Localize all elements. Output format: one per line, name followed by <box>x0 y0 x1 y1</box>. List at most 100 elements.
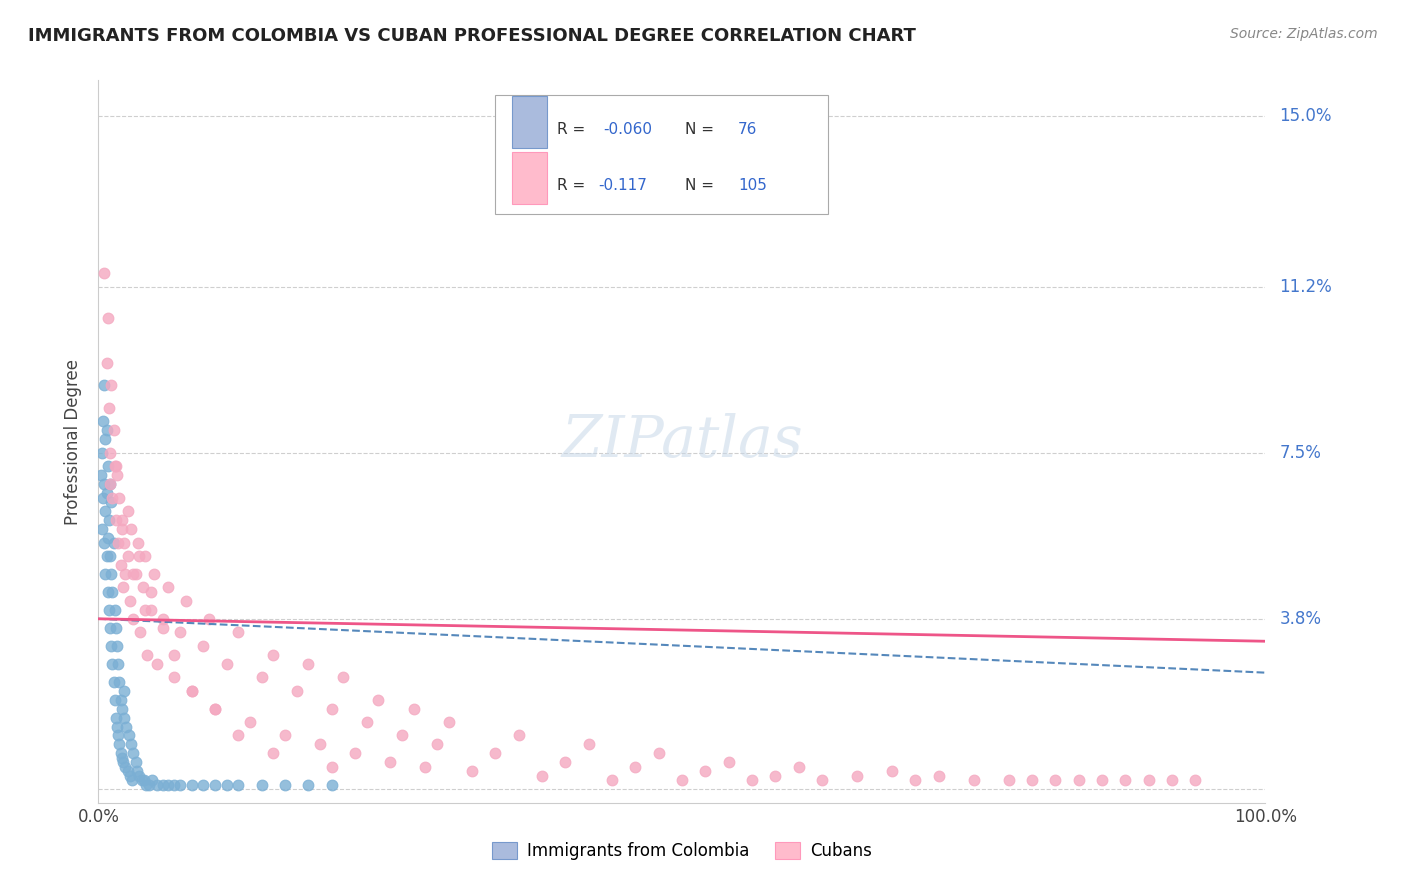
Point <box>104 513 127 527</box>
Point <box>741 773 763 788</box>
Point <box>103 535 125 549</box>
Point <box>285 683 308 698</box>
Text: 3.8%: 3.8% <box>1279 610 1322 628</box>
Point <box>112 683 135 698</box>
Point <box>1021 773 1043 788</box>
Point <box>104 710 127 724</box>
Point <box>274 778 297 792</box>
Point <box>101 585 124 599</box>
Point <box>98 446 121 460</box>
Point <box>96 423 118 437</box>
Point <box>97 513 120 527</box>
FancyBboxPatch shape <box>512 96 547 148</box>
Point <box>193 639 215 653</box>
Point <box>110 747 132 761</box>
Point <box>100 495 122 509</box>
Point <box>111 756 134 770</box>
Point <box>131 773 153 788</box>
Point <box>125 756 148 770</box>
Point <box>97 311 120 326</box>
Text: 76: 76 <box>738 122 758 137</box>
Point <box>1067 773 1090 788</box>
Point <box>152 612 174 626</box>
Point <box>122 566 145 581</box>
Point <box>121 773 143 788</box>
Point <box>228 729 250 743</box>
Point <box>104 603 127 617</box>
Point <box>90 446 112 460</box>
Point <box>114 566 136 581</box>
Point <box>117 549 139 563</box>
Point <box>100 566 122 581</box>
Point <box>100 378 122 392</box>
Point <box>530 769 553 783</box>
Point <box>118 769 141 783</box>
Point <box>91 491 114 505</box>
Point <box>215 778 238 792</box>
Point <box>600 773 623 788</box>
Point <box>1045 773 1067 788</box>
Point <box>127 535 149 549</box>
Point <box>1091 773 1114 788</box>
Point <box>1137 773 1160 788</box>
Point <box>204 701 226 715</box>
Point <box>122 612 145 626</box>
Point <box>112 710 135 724</box>
Point <box>104 621 127 635</box>
Point <box>787 760 810 774</box>
Point <box>157 581 180 595</box>
Point <box>98 621 121 635</box>
Point <box>100 639 122 653</box>
Point <box>262 648 284 662</box>
Point <box>105 719 128 733</box>
Point <box>132 581 155 595</box>
Text: -0.117: -0.117 <box>598 178 647 194</box>
Point <box>94 504 117 518</box>
Point <box>356 714 378 729</box>
Legend: Immigrants from Colombia, Cubans: Immigrants from Colombia, Cubans <box>485 835 879 867</box>
Point <box>120 738 142 752</box>
Point <box>332 670 354 684</box>
Point <box>93 535 115 549</box>
Point <box>122 747 145 761</box>
Point <box>811 773 834 788</box>
Text: R =: R = <box>557 178 591 194</box>
Point <box>1161 773 1184 788</box>
Point <box>146 778 169 792</box>
Point <box>1114 773 1136 788</box>
Text: R =: R = <box>557 122 591 137</box>
Point <box>152 621 174 635</box>
Point <box>250 670 273 684</box>
Point <box>93 378 115 392</box>
Point <box>110 692 132 706</box>
Y-axis label: Professional Degree: Professional Degree <box>65 359 83 524</box>
Point <box>97 603 120 617</box>
Point <box>380 756 402 770</box>
Point <box>198 612 221 626</box>
Point <box>962 773 984 788</box>
Point <box>163 648 186 662</box>
Point <box>104 459 127 474</box>
Point <box>157 778 180 792</box>
Point <box>125 764 148 779</box>
Point <box>108 674 131 689</box>
Point <box>90 468 112 483</box>
Point <box>250 778 273 792</box>
Point <box>117 504 139 518</box>
Point <box>101 657 124 671</box>
Point <box>426 738 449 752</box>
Point <box>93 477 115 491</box>
Text: Source: ZipAtlas.com: Source: ZipAtlas.com <box>1230 27 1378 41</box>
Point <box>107 657 129 671</box>
Point <box>152 778 174 792</box>
Point <box>143 566 166 581</box>
Point <box>128 549 150 563</box>
Point <box>297 657 319 671</box>
Point <box>107 729 129 743</box>
Point <box>997 773 1019 788</box>
Point <box>180 683 202 698</box>
Point <box>128 769 150 783</box>
Point <box>413 760 436 774</box>
Text: 15.0%: 15.0% <box>1279 107 1331 125</box>
Point <box>180 683 202 698</box>
